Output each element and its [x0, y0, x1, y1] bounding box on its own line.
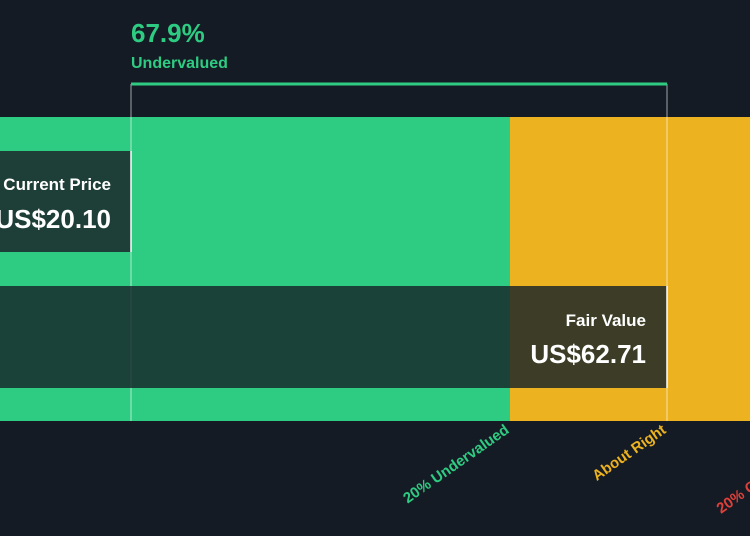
current-price-value: US$20.10 [0, 204, 111, 234]
current-price-label: Current Price [3, 175, 111, 194]
fair-value-label: Fair Value [566, 311, 646, 330]
fair-value-value: US$62.71 [530, 339, 646, 369]
discount-label: Undervalued [131, 55, 228, 72]
fair-value-box [0, 286, 667, 388]
current-price-box [0, 151, 131, 252]
discount-percent: 67.9% [131, 18, 205, 48]
